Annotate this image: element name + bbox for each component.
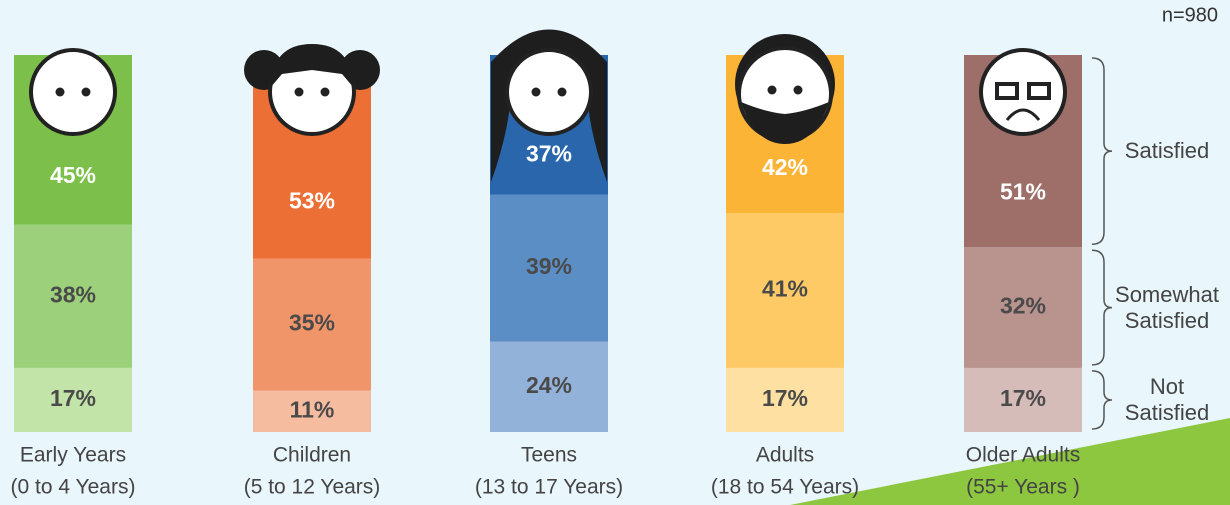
value-label: 42% <box>762 154 808 180</box>
bar-segment <box>726 367 844 432</box>
value-label: 11% <box>290 396 335 422</box>
bracket <box>1091 370 1113 430</box>
face-glasses <box>1027 82 1051 100</box>
value-label: 39% <box>526 253 572 279</box>
face <box>29 48 117 136</box>
category-label: Teens <box>521 444 577 467</box>
bar-segment <box>14 224 132 368</box>
value-label: 32% <box>1000 293 1046 319</box>
bracket <box>1091 249 1113 366</box>
face <box>505 48 593 136</box>
category-range: (5 to 12 Years) <box>244 476 381 499</box>
face-glasses <box>995 82 1019 100</box>
bar-segment <box>14 367 132 432</box>
face-eye <box>531 87 541 97</box>
value-label: 37% <box>526 141 572 167</box>
face-eye <box>294 87 304 97</box>
face-eye <box>557 87 567 97</box>
category-range: (13 to 17 Years) <box>475 476 623 499</box>
category-range: (0 to 4 Years) <box>11 476 136 499</box>
bar-segment <box>490 341 608 432</box>
category-label: Early Years <box>20 444 126 467</box>
face-eye <box>793 85 803 95</box>
value-label: 38% <box>50 281 96 307</box>
decoration <box>790 418 1230 505</box>
bar-segment <box>964 247 1082 368</box>
series-label: Not Satisfied <box>1124 373 1210 425</box>
bar-segment <box>490 194 608 342</box>
value-label: 45% <box>50 162 96 188</box>
face-hair <box>270 44 354 88</box>
value-label: 17% <box>50 385 96 411</box>
series-label: Satisfied <box>1124 138 1210 164</box>
series-label: Somewhat Satisfied <box>1115 281 1219 333</box>
value-label: 41% <box>762 276 808 302</box>
face-eye <box>81 87 91 97</box>
value-label: 35% <box>289 310 335 336</box>
category-label: Older Adults <box>966 444 1080 467</box>
bracket <box>1091 57 1113 246</box>
category-label: Adults <box>756 444 814 467</box>
face <box>979 48 1067 136</box>
face-eye <box>320 87 330 97</box>
category-range: (18 to 54 Years) <box>711 476 859 499</box>
bar-segment <box>253 390 371 432</box>
value-label: 51% <box>1000 179 1046 205</box>
value-label: 17% <box>762 385 808 411</box>
value-label: 24% <box>526 372 572 398</box>
bar-segment <box>253 258 371 391</box>
sample-size: n=980 <box>1162 4 1218 26</box>
bar-segment <box>964 367 1082 432</box>
value-label: 53% <box>289 188 335 214</box>
face-beard <box>741 102 829 144</box>
bar-segment <box>726 213 844 368</box>
value-label: 17% <box>1000 385 1046 411</box>
category-range: (55+ Years ) <box>966 476 1080 499</box>
face-eye <box>55 87 65 97</box>
face-moustache <box>1005 108 1041 121</box>
face-eye <box>767 85 777 95</box>
category-label: Children <box>273 444 351 467</box>
